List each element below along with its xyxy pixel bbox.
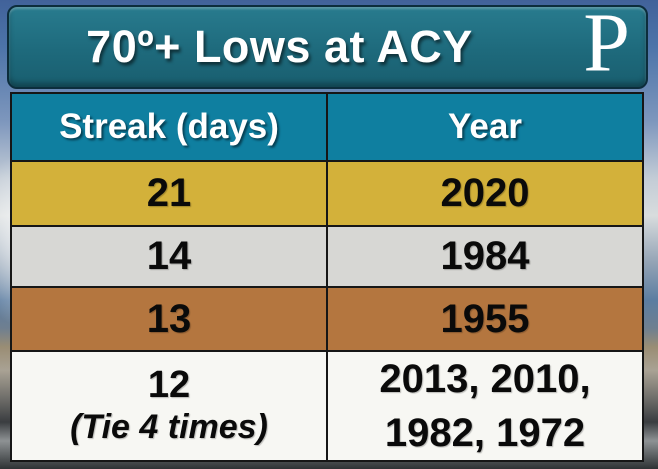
station-logo-p: P [583, 0, 630, 90]
year-line-1: 2013, 2010, [379, 357, 591, 401]
year-line-2: 1982, 1972 [384, 411, 586, 455]
table-row: 21 2020 [10, 160, 644, 227]
column-header-streak: Streak (days) [10, 92, 328, 162]
streak-value: 21 [10, 160, 328, 227]
year-value: 1955 [326, 286, 644, 352]
page-title: 70º+ Lows at ACY [86, 21, 473, 72]
streak-tie-note: (Tie 4 times) [70, 408, 268, 447]
streak-table: Streak (days) Year 21 2020 14 1984 13 19… [10, 92, 644, 462]
table-header-row: Streak (days) Year [10, 92, 644, 162]
streak-value-with-note: 12 (Tie 4 times) [10, 350, 328, 462]
table-row: 13 1955 [10, 286, 644, 352]
streak-value: 13 [10, 286, 328, 352]
table-row: 14 1984 [10, 225, 644, 288]
streak-value: 14 [10, 225, 328, 288]
year-value: 2020 [326, 160, 644, 227]
column-header-year: Year [326, 92, 644, 162]
year-values-multiline: 2013, 2010, 1982, 1972 [326, 350, 644, 462]
streak-value: 12 [147, 363, 191, 406]
title-bar: 70º+ Lows at ACY P [7, 0, 648, 90]
table-row: 12 (Tie 4 times) 2013, 2010, 1982, 1972 [10, 350, 644, 462]
year-value: 1984 [326, 225, 644, 288]
